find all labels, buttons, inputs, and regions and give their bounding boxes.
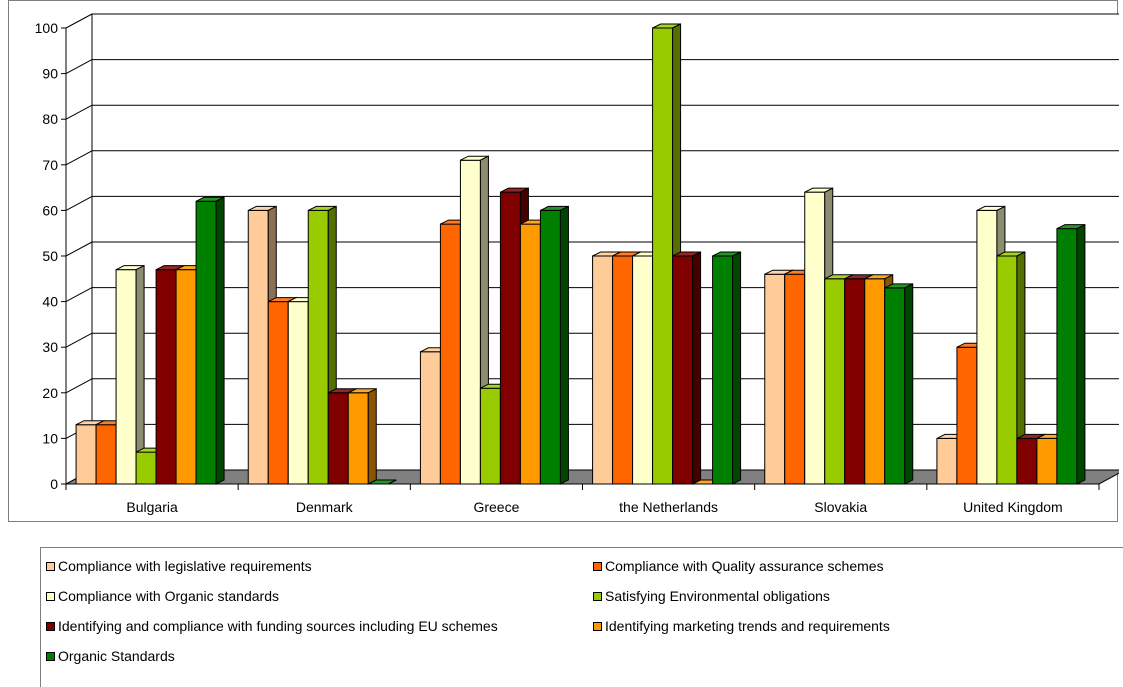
- bar: [936, 437, 958, 485]
- gridline-side: [65, 104, 93, 120]
- bar: [824, 278, 846, 485]
- bar: [996, 255, 1018, 485]
- x-tick-label: Bulgaria: [126, 499, 178, 515]
- legend-label: Compliance with Organic standards: [58, 588, 279, 604]
- bar-chart: 0 10 20 30 40 50 60 70 80 90 100 Bulgaria Denmark Gre…: [35, 13, 1119, 515]
- y-tick-label: 50: [42, 248, 58, 264]
- legend-swatch: [593, 591, 602, 601]
- legend-label: Compliance with legislative requirements: [58, 558, 312, 574]
- bar: [864, 278, 886, 485]
- bar: [195, 200, 217, 485]
- x-tick-label: the Netherlands: [619, 499, 718, 515]
- gridline-side: [65, 59, 93, 75]
- bar: [95, 424, 117, 485]
- y-tick-label: 100: [35, 20, 59, 36]
- legend-label: Satisfying Environmental obligations: [605, 588, 830, 604]
- bar: [175, 269, 197, 485]
- bar: [347, 392, 369, 485]
- gridline-side: [65, 241, 93, 257]
- bar: [1016, 437, 1038, 485]
- y-tick-label: 80: [42, 111, 58, 127]
- bar: [267, 301, 289, 485]
- legend-item: Compliance with Quality assurance scheme…: [593, 558, 884, 574]
- chart-frame: 0 10 20 30 40 50 60 70 80 90 100 Bulgaria Denmark Gre…: [8, 0, 1119, 522]
- bar: [1056, 228, 1078, 485]
- bar-side: [1076, 223, 1086, 485]
- bar-side: [215, 196, 225, 485]
- gridline-side: [65, 332, 93, 348]
- bar: [115, 269, 137, 485]
- legend-item: Compliance with Organic standards: [46, 588, 279, 604]
- legend-label: Organic Standards: [58, 648, 175, 664]
- legend-swatch: [46, 621, 55, 631]
- x-tick-label: Denmark: [296, 499, 354, 515]
- y-tick-label: 10: [42, 430, 58, 446]
- bar: [499, 191, 521, 485]
- y-tick-label: 0: [50, 476, 58, 492]
- x-tick-label: Slovakia: [814, 499, 867, 515]
- bar-side: [732, 251, 742, 485]
- legend-swatch: [46, 561, 55, 571]
- bar-side: [559, 205, 569, 485]
- bar: [652, 27, 674, 485]
- bar: [307, 209, 329, 485]
- bar-side: [904, 283, 914, 485]
- gridline-side: [65, 378, 93, 394]
- legend-label: Compliance with Quality assurance scheme…: [605, 558, 884, 574]
- y-tick-label: 20: [42, 385, 58, 401]
- bar: [592, 255, 614, 485]
- bar: [632, 255, 654, 485]
- bar-side: [692, 251, 702, 485]
- y-tick-label: 70: [42, 157, 58, 173]
- gridline-side: [65, 150, 93, 166]
- bar: [1036, 437, 1058, 485]
- y-tick-label: 90: [42, 66, 58, 82]
- bar: [439, 223, 461, 485]
- legend-swatch: [593, 561, 602, 571]
- bar: [612, 255, 634, 485]
- bar: [712, 255, 734, 485]
- bar: [287, 301, 309, 485]
- legend-item: Satisfying Environmental obligations: [593, 588, 830, 604]
- gridline-side: [65, 287, 93, 303]
- gridline-side: [65, 195, 93, 211]
- bar: [419, 351, 441, 485]
- bar: [75, 424, 97, 485]
- bar: [844, 278, 866, 485]
- bar: [539, 209, 561, 485]
- bar: [479, 387, 501, 485]
- bar: [155, 269, 177, 485]
- x-tick-label: United Kingdom: [963, 499, 1063, 515]
- legend-item: Compliance with legislative requirements: [46, 558, 312, 574]
- bar: [764, 273, 786, 485]
- bar: [247, 209, 269, 485]
- bar: [519, 223, 541, 485]
- legend-item: Organic Standards: [46, 648, 175, 664]
- bar: [804, 191, 826, 485]
- y-tick-label: 30: [42, 339, 58, 355]
- legend: Compliance with legislative requirements…: [40, 547, 1123, 687]
- bar: [976, 209, 998, 485]
- bar-side: [388, 479, 397, 485]
- legend-label: Identifying and compliance with funding …: [58, 618, 498, 634]
- y-tick-label: 40: [42, 294, 58, 310]
- y-tick-label: 60: [42, 202, 58, 218]
- bar: [135, 451, 157, 485]
- bar: [459, 159, 481, 485]
- legend-swatch: [46, 651, 55, 661]
- legend-item: Identifying and compliance with funding …: [46, 618, 498, 634]
- legend-item: Identifying marketing trends and require…: [593, 618, 890, 634]
- bar: [327, 392, 349, 485]
- bar-side: [367, 387, 377, 485]
- bar: [672, 255, 694, 485]
- legend-swatch: [593, 621, 602, 631]
- legend-label: Identifying marketing trends and require…: [605, 618, 890, 634]
- legend-swatch: [46, 591, 55, 601]
- x-tick-label: Greece: [473, 499, 519, 515]
- bar: [784, 273, 806, 485]
- bar: [884, 287, 906, 485]
- gridline-side: [65, 13, 93, 29]
- bar: [956, 346, 978, 485]
